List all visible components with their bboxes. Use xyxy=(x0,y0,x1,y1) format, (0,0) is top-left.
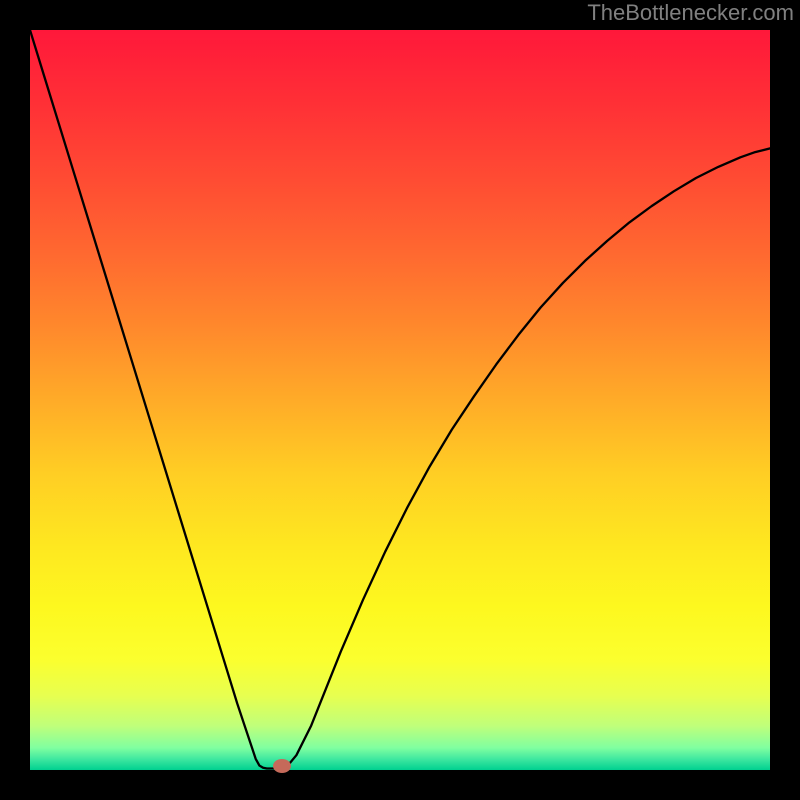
plot-area xyxy=(30,30,770,770)
watermark-text: TheBottlenecker.com xyxy=(587,0,794,26)
curve-svg xyxy=(30,30,770,770)
chart-container: { "watermark": { "text": "TheBottlenecke… xyxy=(0,0,800,800)
optimum-marker xyxy=(273,759,291,773)
bottleneck-curve xyxy=(30,30,770,769)
